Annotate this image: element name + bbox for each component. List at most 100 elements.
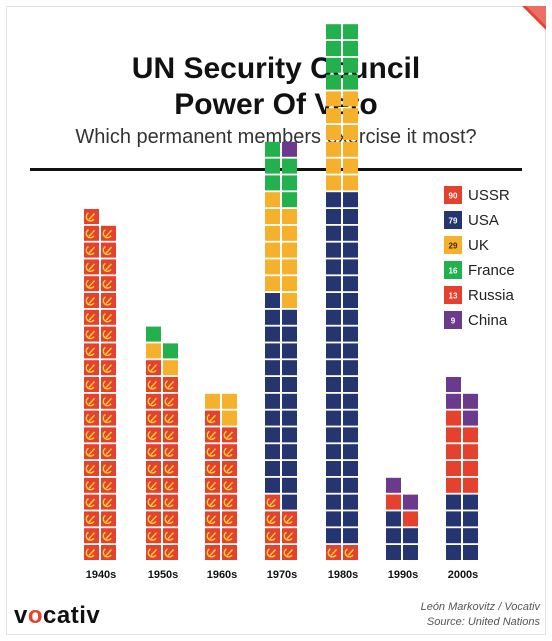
credit-source: Source: United Nations — [426, 616, 540, 628]
veto-cell-usa — [343, 192, 358, 208]
veto-cell-russia — [463, 461, 478, 476]
veto-cell-uk — [326, 108, 341, 124]
veto-cell-uk — [343, 91, 358, 107]
veto-cell-usa — [326, 242, 341, 258]
x-tick-label-1950s: 1950s — [148, 569, 179, 581]
chart-frame — [6, 6, 546, 635]
legend-label-usa: USA — [468, 212, 499, 229]
veto-cell-usa — [386, 545, 401, 560]
veto-cell-france — [282, 158, 297, 174]
veto-cell-usa — [265, 377, 280, 392]
veto-cell-usa — [326, 377, 341, 392]
x-tick-label-1990s: 1990s — [388, 569, 419, 581]
veto-cell-uk — [282, 276, 297, 292]
veto-cell-uk — [282, 293, 297, 308]
veto-cell-usa — [265, 477, 280, 493]
legend-label-china: China — [468, 312, 508, 329]
veto-cell-usa — [265, 343, 280, 359]
veto-cell-usa — [343, 377, 358, 392]
veto-cell-usa — [282, 309, 297, 325]
legend-swatch-france — [444, 261, 462, 279]
veto-cell-russia — [446, 444, 461, 460]
veto-cell-usa — [343, 393, 358, 409]
veto-cell-russia — [446, 410, 461, 426]
veto-cell-usa — [343, 494, 358, 510]
veto-cell-usa — [343, 410, 358, 426]
veto-cell-uk — [282, 259, 297, 275]
veto-cell-usa — [326, 494, 341, 510]
veto-cell-usa — [343, 461, 358, 476]
legend-total-usa: 79 — [449, 217, 458, 226]
veto-cell-usa — [282, 461, 297, 476]
veto-cell-usa — [343, 528, 358, 544]
brand-logo-box: o — [27, 602, 44, 629]
veto-cell-usa — [326, 444, 341, 460]
veto-cell-china — [446, 393, 461, 409]
legend-item-france: 16 France — [444, 261, 515, 279]
credits: León Markovitz / Vocativ Source: United … — [421, 600, 540, 630]
veto-cell-usa — [463, 545, 478, 560]
veto-cell-usa — [265, 444, 280, 460]
veto-cell-usa — [326, 477, 341, 493]
veto-cell-russia — [446, 427, 461, 443]
veto-cell-china — [463, 410, 478, 426]
brand-logo-suffix: cativ — [43, 602, 101, 629]
veto-cell-usa — [282, 494, 297, 510]
legend-swatch-china — [444, 311, 462, 329]
veto-cell-usa — [343, 477, 358, 493]
veto-cell-usa — [326, 528, 341, 544]
x-tick-label-1970s: 1970s — [267, 569, 298, 581]
veto-cell-usa — [326, 343, 341, 359]
veto-cell-usa — [446, 545, 461, 560]
veto-cell-uk — [282, 209, 297, 224]
veto-cell-usa — [282, 410, 297, 426]
veto-cell-russia — [463, 427, 478, 443]
veto-cell-usa — [282, 393, 297, 409]
decade-column-1960s — [205, 393, 237, 560]
decade-column-1940s — [84, 209, 116, 560]
veto-cell-usa — [463, 494, 478, 510]
veto-cell-france — [326, 41, 341, 56]
veto-cell-usa — [265, 427, 280, 443]
veto-cell-china — [386, 477, 401, 493]
veto-cell-usa — [326, 511, 341, 527]
veto-cell-uk — [265, 276, 280, 292]
veto-cell-usa — [343, 444, 358, 460]
veto-cell-usa — [326, 276, 341, 292]
veto-cell-usa — [326, 461, 341, 476]
x-tick-label-1960s: 1960s — [207, 569, 238, 581]
veto-cell-usa — [343, 259, 358, 275]
veto-cell-uk — [222, 410, 237, 426]
veto-cell-france — [282, 192, 297, 208]
veto-cell-usa — [265, 309, 280, 325]
veto-cell-france — [265, 158, 280, 174]
veto-cell-usa — [326, 209, 341, 224]
veto-cell-usa — [326, 326, 341, 342]
veto-cell-usa — [446, 494, 461, 510]
veto-cell-usa — [403, 528, 418, 544]
veto-cell-usa — [446, 528, 461, 544]
legend-swatch-ussr — [444, 186, 462, 204]
veto-cell-russia — [463, 444, 478, 460]
veto-cell-usa — [326, 393, 341, 409]
veto-cell-uk — [343, 125, 358, 140]
veto-cell-china — [282, 141, 297, 157]
legend-item-usa: 79 USA — [444, 211, 499, 229]
legend-swatch-usa — [444, 211, 462, 229]
veto-cell-usa — [403, 545, 418, 560]
veto-cell-france — [282, 175, 297, 191]
veto-cell-usa — [326, 225, 341, 241]
veto-cell-france — [343, 57, 358, 73]
veto-cell-usa — [282, 444, 297, 460]
veto-cell-usa — [343, 225, 358, 241]
veto-cell-usa — [282, 360, 297, 376]
veto-cell-usa — [343, 511, 358, 527]
veto-cell-france — [343, 24, 358, 40]
veto-cell-usa — [343, 209, 358, 224]
veto-cell-france — [265, 141, 280, 157]
veto-cell-france — [163, 343, 178, 359]
veto-cell-russia — [386, 494, 401, 510]
veto-cell-uk — [326, 141, 341, 157]
veto-cell-france — [326, 74, 341, 90]
